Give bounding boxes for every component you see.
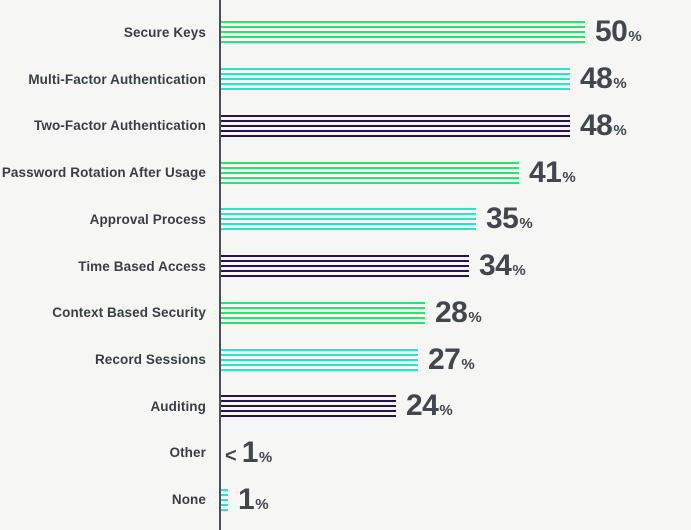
category-label: Context Based Security xyxy=(52,305,206,321)
bar-track: 28 % xyxy=(219,295,691,329)
value-label: 27 % xyxy=(428,342,475,376)
value-number: 50 xyxy=(595,15,628,49)
value-number: 1 xyxy=(238,482,255,516)
percent-sign: % xyxy=(512,262,526,280)
bar xyxy=(221,348,418,371)
bar xyxy=(221,301,425,324)
bar-track: 41 % xyxy=(219,155,691,189)
value-number: 48 xyxy=(580,108,613,142)
bar xyxy=(221,161,519,184)
value-number: 48 xyxy=(580,62,613,96)
value-label: 24 % xyxy=(406,391,453,421)
chart-row: Auditing 24 % xyxy=(0,383,691,430)
value-label: 28 % xyxy=(435,295,482,329)
category-label: Password Rotation After Usage xyxy=(1,165,206,181)
bar xyxy=(221,488,228,511)
category-label: Auditing xyxy=(150,398,206,414)
value-number: 34 xyxy=(479,249,512,283)
chart-row: Multi-Factor Authentication 48 % xyxy=(0,56,691,103)
bar xyxy=(221,208,476,231)
bar-track: 48 % xyxy=(219,108,691,142)
bar xyxy=(221,68,570,91)
value-number: 35 xyxy=(486,202,519,236)
category-label: Record Sessions xyxy=(94,352,206,367)
bar-track: 34 % xyxy=(219,251,691,281)
category-label: Time Based Access xyxy=(78,258,206,274)
chart-row: Password Rotation After Usage 41 % xyxy=(0,149,691,196)
category-label: Multi-Factor Authentication xyxy=(28,71,206,87)
category-label: Two-Factor Authentication xyxy=(34,118,206,134)
chart-row: Record Sessions 27 % xyxy=(0,336,691,383)
bar-track: 27 % xyxy=(219,342,691,376)
value-label: 50 % xyxy=(595,17,642,47)
value-number: 1 xyxy=(241,435,259,469)
bar-track: 1 % xyxy=(219,482,691,516)
chart-row: Context Based Security 28 % xyxy=(0,289,691,336)
percent-sign: % xyxy=(519,215,533,233)
value-number: 28 xyxy=(435,295,468,329)
bar xyxy=(221,255,469,278)
bar xyxy=(221,114,570,137)
y-axis-line xyxy=(219,0,221,530)
value-label: 48 % xyxy=(580,64,627,94)
chart-row: None 1 % xyxy=(0,476,691,523)
percent-sign: % xyxy=(468,308,482,326)
percent-sign: % xyxy=(628,28,642,46)
bar-track: 50 % xyxy=(219,17,691,47)
percent-sign: % xyxy=(439,402,453,420)
percent-sign: % xyxy=(255,495,269,513)
less-than-sign: < xyxy=(225,444,237,467)
chart-row: Time Based Access 34 % xyxy=(0,243,691,290)
value-number: 27 xyxy=(428,342,461,376)
category-label: None xyxy=(171,492,206,508)
percent-sign: % xyxy=(613,75,627,93)
category-label: Other xyxy=(169,445,206,461)
value-label: 41 % xyxy=(529,155,576,189)
percent-sign: % xyxy=(562,168,576,186)
percent-sign: % xyxy=(461,355,475,373)
chart-row: Other < 1 % xyxy=(0,430,691,477)
percent-sign: % xyxy=(613,121,627,139)
value-label: 34 % xyxy=(479,251,526,281)
value-label: 1 % xyxy=(238,482,269,516)
value-label: < 1 % xyxy=(225,435,273,469)
category-label: Approval Process xyxy=(89,211,206,227)
bar-track: 24 % xyxy=(219,391,691,421)
percent-sign: % xyxy=(258,448,273,466)
chart-row: Secure Keys 50 % xyxy=(0,9,691,56)
bar xyxy=(221,21,585,44)
chart-row: Two-Factor Authentication 48 % xyxy=(0,102,691,149)
category-label: Secure Keys xyxy=(123,24,206,40)
bar xyxy=(221,395,396,418)
bar-track: < 1 % xyxy=(219,435,691,469)
value-label: 48 % xyxy=(580,108,627,142)
value-number: 24 xyxy=(406,389,439,423)
bar-track: 48 % xyxy=(219,64,691,94)
bar-track: 35 % xyxy=(219,204,691,234)
chart-row: Approval Process 35 % xyxy=(0,196,691,243)
value-label: 35 % xyxy=(486,204,533,234)
value-number: 41 xyxy=(529,155,562,189)
